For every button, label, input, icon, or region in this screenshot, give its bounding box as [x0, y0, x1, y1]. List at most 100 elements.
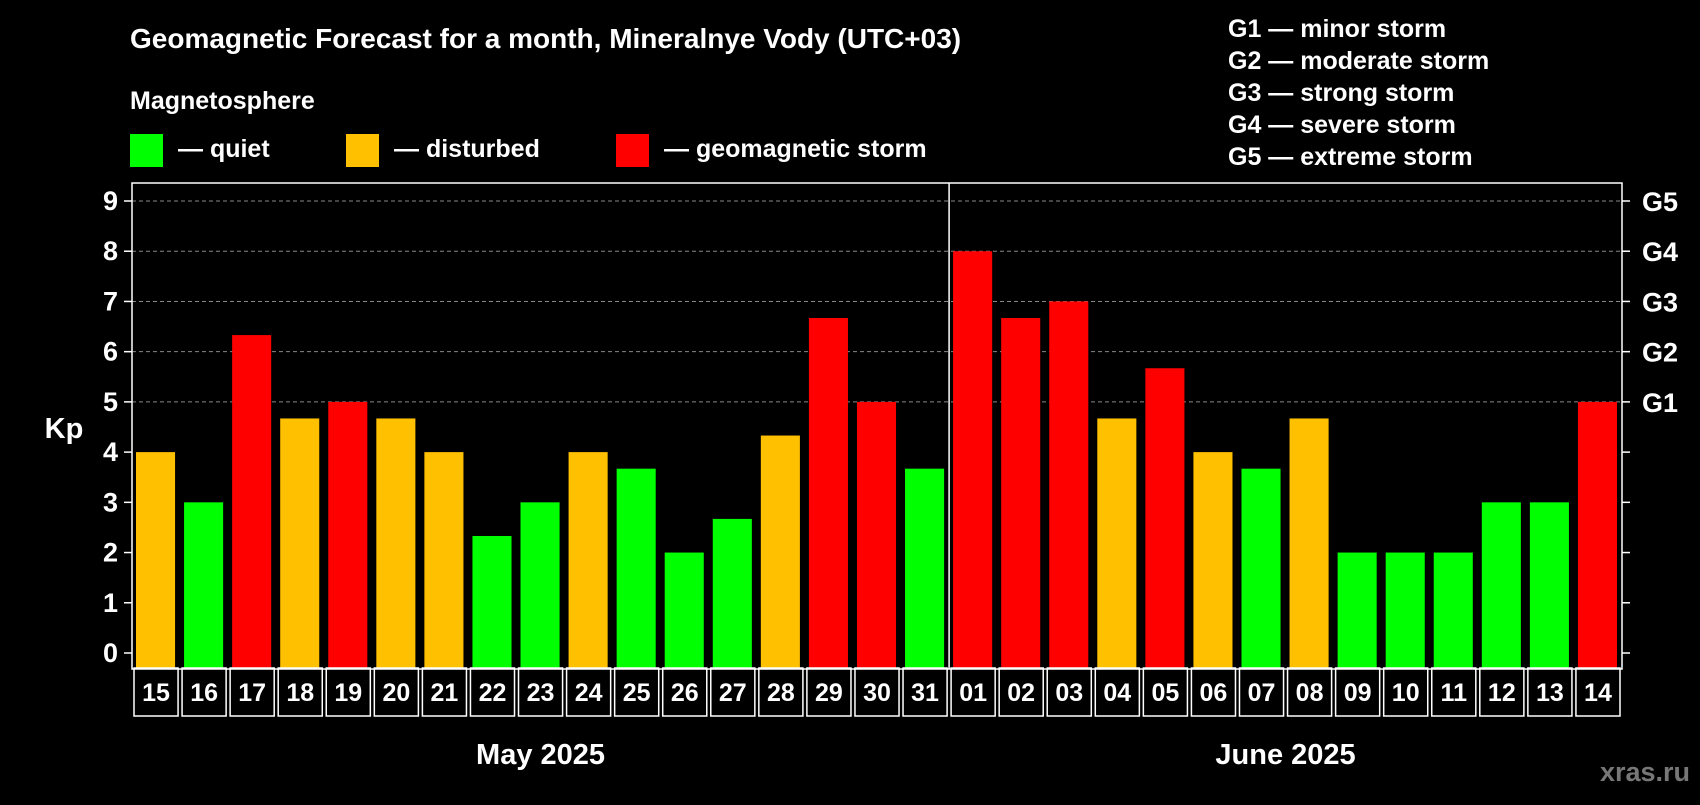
- legend-swatch-disturbed: [346, 134, 379, 167]
- legend-swatch-storm: [616, 134, 649, 167]
- kp-bar: [1337, 552, 1377, 668]
- date-label: 22: [479, 679, 507, 707]
- kp-bar: [856, 401, 897, 668]
- kp-bar: [1289, 418, 1329, 668]
- kp-bar: [376, 418, 416, 668]
- date-cell: [181, 667, 227, 717]
- storm-level-g4: G4 — severe storm: [1228, 111, 1456, 139]
- date-cell: [517, 667, 564, 717]
- kp-bar: [953, 251, 993, 668]
- kp-bar: [136, 452, 176, 668]
- date-cell: [854, 667, 900, 717]
- kp-bar: [1577, 401, 1617, 668]
- y-tick-label: 0: [103, 638, 118, 668]
- kp-bar: [568, 452, 608, 668]
- date-label: 30: [863, 679, 891, 707]
- date-cell: [1527, 667, 1573, 717]
- date-label: 27: [719, 679, 747, 707]
- date-label: 31: [911, 679, 939, 707]
- date-cell: [1479, 667, 1525, 717]
- kp-bar: [1433, 552, 1473, 668]
- plot-frame: [131, 182, 1623, 670]
- kp-bar: [760, 435, 800, 668]
- kp-bar: [1241, 468, 1281, 668]
- date-label: 12: [1488, 679, 1516, 707]
- legend-heading: Magnetosphere: [130, 87, 315, 115]
- y-tick-label: 4: [103, 437, 118, 467]
- month-label: May 2025: [476, 739, 605, 771]
- kp-bar: [520, 502, 560, 668]
- date-cell: [806, 667, 852, 717]
- date-label: 20: [382, 679, 410, 707]
- date-label: 23: [527, 679, 555, 707]
- date-cell: [758, 667, 804, 717]
- y-tick-label: 7: [103, 286, 118, 316]
- kp-bar: [1529, 502, 1569, 668]
- y-tick-label: 5: [103, 387, 118, 417]
- date-label: 15: [142, 679, 170, 707]
- storm-level-tick-label: G5: [1642, 187, 1678, 217]
- date-cell: [1382, 667, 1429, 717]
- date-label: 16: [190, 679, 218, 707]
- legend-label-storm: — geomagnetic storm: [664, 135, 927, 163]
- date-cell: [1190, 667, 1237, 717]
- date-label: 13: [1536, 679, 1564, 707]
- date-label: 07: [1248, 679, 1276, 707]
- kp-bar: [1001, 318, 1041, 668]
- date-cell: [1238, 667, 1285, 717]
- date-label: 25: [623, 679, 651, 707]
- watermark: xras.ru: [1600, 757, 1690, 787]
- date-cell: [1142, 667, 1189, 717]
- date-cell: [1094, 667, 1141, 717]
- kp-bar: [616, 468, 656, 668]
- storm-level-g3: G3 — strong storm: [1228, 79, 1454, 107]
- date-label: 24: [575, 679, 603, 707]
- legend-label-disturbed: — disturbed: [394, 135, 540, 163]
- date-cell: [661, 667, 708, 717]
- y-tick-label: 1: [103, 588, 118, 618]
- y-tick-label: 6: [103, 337, 118, 367]
- y-tick-label: 8: [103, 236, 118, 266]
- date-cell: [998, 667, 1044, 717]
- kp-bar: [328, 401, 368, 668]
- kp-bar: [808, 318, 848, 668]
- storm-level-g5: G5 — extreme storm: [1228, 143, 1473, 171]
- date-label: 06: [1200, 679, 1228, 707]
- date-cell: [1334, 667, 1381, 717]
- date-label: 05: [1151, 679, 1179, 707]
- date-label: 04: [1103, 679, 1131, 707]
- date-label: 11: [1441, 679, 1468, 707]
- date-label: 03: [1055, 679, 1083, 707]
- y-tick-label: 2: [103, 538, 118, 568]
- date-label: 18: [286, 679, 314, 707]
- y-axis-label: Kp: [45, 413, 84, 445]
- storm-level-g1: G1 — minor storm: [1228, 15, 1446, 43]
- storm-level-tick-label: G2: [1642, 338, 1678, 368]
- date-cell: [1046, 667, 1093, 717]
- date-label: 01: [959, 679, 987, 707]
- kp-bar: [664, 552, 704, 668]
- date-cell: [133, 667, 179, 717]
- kp-bar: [1193, 452, 1233, 668]
- date-label: 21: [431, 679, 459, 707]
- date-label: 17: [238, 679, 266, 707]
- legend-label-quiet: — quiet: [178, 135, 270, 163]
- date-label: 14: [1584, 679, 1612, 707]
- kp-bar: [905, 468, 945, 668]
- kp-bar: [1097, 418, 1137, 668]
- date-cell: [950, 667, 996, 717]
- date-label: 28: [767, 679, 795, 707]
- storm-level-g2: G2 — moderate storm: [1228, 47, 1489, 75]
- y-tick-label: 3: [103, 487, 118, 517]
- date-cell: [613, 667, 660, 717]
- kp-bar: [1385, 552, 1425, 668]
- date-cell: [565, 667, 612, 717]
- date-cell: [229, 667, 275, 717]
- date-label: 26: [671, 679, 699, 707]
- date-label: 02: [1007, 679, 1035, 707]
- kp-bar: [1049, 301, 1089, 668]
- date-label: 10: [1392, 679, 1420, 707]
- date-cell: [325, 667, 372, 717]
